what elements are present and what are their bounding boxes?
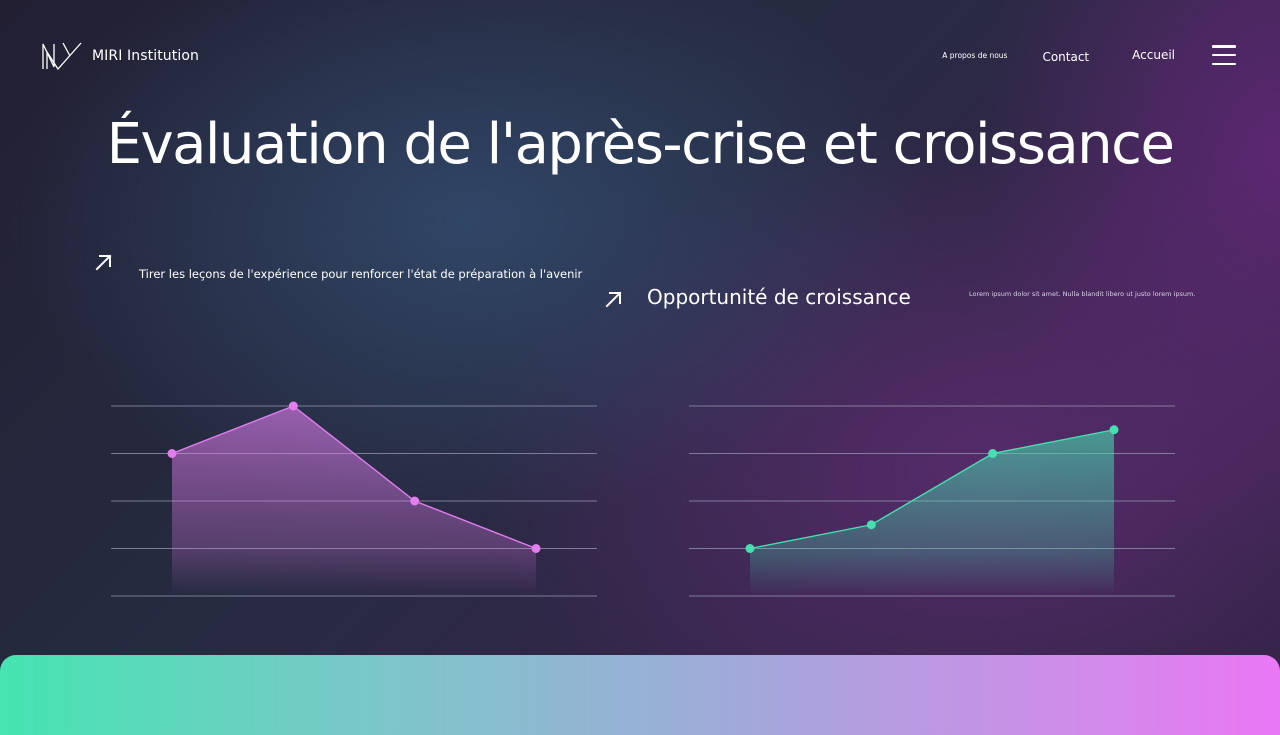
page-title: Évaluation de l'après-crise et croissanc…	[106, 112, 1175, 177]
hamburger-line	[1212, 53, 1236, 57]
right-section-title: Opportunité de croissance	[647, 285, 911, 309]
data-point	[1109, 425, 1119, 435]
area-fill	[750, 429, 1114, 596]
hamburger-line	[1212, 45, 1236, 48]
data-point	[288, 401, 298, 411]
series-line	[749, 429, 1115, 550]
hamburger-menu-icon[interactable]	[1212, 45, 1236, 65]
brand-name: MIRI Institution	[92, 48, 199, 64]
data-point	[866, 520, 876, 530]
data-point	[745, 544, 755, 553]
bottom-gradient-panel	[0, 655, 1280, 735]
nav-link-about[interactable]: A propos de nous	[942, 50, 1008, 60]
hamburger-line	[1212, 62, 1236, 65]
data-point	[988, 449, 998, 458]
arrow-up-right-icon	[95, 254, 112, 271]
series-line	[171, 405, 537, 550]
data-point	[531, 544, 541, 553]
logo-mark-icon	[42, 42, 82, 70]
data-point	[410, 496, 420, 506]
right-area-chart	[689, 405, 1175, 597]
left-area-chart	[111, 401, 597, 597]
right-section-description: Lorem ipsum dolor sit amet. Nulla blandi…	[969, 290, 1196, 298]
top-nav: A propos de nous Contact Accueil	[942, 45, 1236, 65]
brand-logo[interactable]: MIRI Institution	[42, 42, 199, 70]
area-fill	[172, 406, 536, 596]
nav-link-home[interactable]: Accueil	[1132, 48, 1175, 62]
left-chart-caption: Tirer les leçons de l'expérience pour re…	[139, 267, 583, 281]
nav-link-contact[interactable]: Contact	[1042, 49, 1090, 64]
arrow-up-right-icon	[605, 291, 622, 308]
data-point	[167, 449, 177, 458]
